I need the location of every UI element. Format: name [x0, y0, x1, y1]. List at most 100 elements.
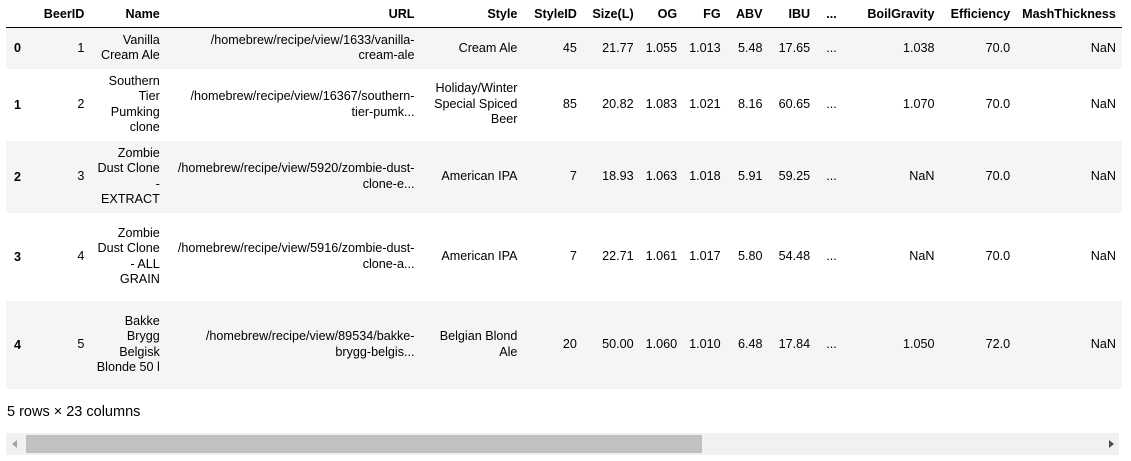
column-header: FG: [683, 0, 727, 28]
cell-styleid: 7: [569, 168, 577, 183]
cell-size: 18.93: [602, 168, 634, 183]
column-header: MashThickness: [1016, 0, 1122, 28]
cell-url: /homebrew/recipe/view/89534/bakke-brygg-…: [205, 329, 415, 359]
table-body: 0 1 Vanilla Cream Ale /homebrew/recipe/v…: [6, 27, 1122, 389]
table-header: BeerID Name URL Style StyleID Size(L) OG…: [6, 0, 1122, 28]
cell-abv: 8.16: [738, 96, 763, 111]
cell-url: /homebrew/recipe/view/5920/zombie-dust-c…: [177, 161, 415, 191]
cell-efficiency: 70.0: [985, 248, 1011, 263]
horizontal-scrollbar[interactable]: [6, 433, 1119, 455]
column-header: ABV: [726, 0, 769, 28]
cell-beerid: 3: [77, 168, 85, 183]
cell-efficiency: 70.0: [985, 168, 1011, 183]
cell-boilgravity: 1.050: [902, 336, 935, 351]
column-header: Name: [90, 0, 166, 28]
dataframe-table: BeerID Name URL Style StyleID Size(L) OG…: [6, 0, 1122, 389]
cell-abv: 5.48: [738, 40, 763, 55]
scrollbar-thumb[interactable]: [26, 435, 702, 453]
cell-efficiency: 70.0: [985, 96, 1011, 111]
table-row: 1 2 Southern Tier Pumking clone /homebre…: [6, 68, 1122, 141]
cell-ellipsis: ...: [826, 168, 837, 183]
cell-style: Cream Ale: [458, 40, 518, 55]
cell-name: Zombie Dust Clone - ALL GRAIN: [97, 225, 160, 287]
header-row: BeerID Name URL Style StyleID Size(L) OG…: [6, 0, 1122, 28]
table-row: 3 4 Zombie Dust Clone - ALL GRAIN /homeb…: [6, 212, 1122, 301]
column-header-ellipsis: ...: [816, 0, 843, 28]
cell-ellipsis: ...: [826, 40, 837, 55]
row-index: 0: [14, 41, 22, 56]
scroll-left-button[interactable]: [6, 433, 22, 455]
cell-mashthickness: NaN: [1090, 96, 1116, 111]
column-header: Style: [420, 0, 524, 28]
cell-size: 22.71: [602, 248, 634, 263]
table-row: 0 1 Vanilla Cream Ale /homebrew/recipe/v…: [6, 27, 1122, 69]
cell-fg: 1.018: [689, 168, 721, 183]
cell-fg: 1.017: [689, 248, 721, 263]
column-header: BoilGravity: [842, 0, 941, 28]
cell-styleid: 20: [562, 336, 577, 351]
cell-ibu: 17.84: [778, 336, 811, 351]
cell-efficiency: 72.0: [985, 336, 1011, 351]
column-header: OG: [639, 0, 684, 28]
cell-style: American IPA: [441, 168, 518, 183]
cell-ibu: 59.25: [778, 168, 811, 183]
column-header-index: [6, 0, 28, 28]
cell-size: 21.77: [602, 40, 634, 55]
cell-url: /homebrew/recipe/view/5916/zombie-dust-c…: [177, 241, 415, 271]
cell-og: 1.061: [645, 248, 678, 263]
cell-ellipsis: ...: [826, 336, 837, 351]
cell-name: Southern Tier Pumking clone: [108, 73, 160, 135]
cell-name: Bakke Brygg Belgisk Blonde 50 l: [96, 313, 160, 375]
row-index: 4: [14, 337, 22, 352]
column-header: StyleID: [523, 0, 583, 28]
cell-og: 1.063: [645, 168, 678, 183]
cell-ellipsis: ...: [826, 96, 837, 111]
cell-mashthickness: NaN: [1090, 248, 1116, 263]
column-header: URL: [165, 0, 421, 28]
cell-og: 1.083: [645, 96, 678, 111]
cell-beerid: 1: [77, 40, 85, 55]
cell-name: Vanilla Cream Ale: [101, 32, 160, 63]
cell-fg: 1.010: [689, 336, 721, 351]
cell-mashthickness: NaN: [1090, 40, 1116, 55]
cell-style: American IPA: [441, 248, 518, 263]
cell-styleid: 7: [569, 248, 577, 263]
cell-abv: 5.80: [738, 248, 763, 263]
dataframe-viewport: BeerID Name URL Style StyleID Size(L) OG…: [6, 0, 1122, 392]
table-row: 4 5 Bakke Brygg Belgisk Blonde 50 l /hom…: [6, 300, 1122, 389]
cell-url: /homebrew/recipe/view/16367/southern-tie…: [190, 89, 415, 119]
cell-og: 1.055: [645, 40, 678, 55]
column-header: Size(L): [582, 0, 640, 28]
cell-styleid: 85: [562, 96, 577, 111]
cell-name: Zombie Dust Clone - EXTRACT: [97, 145, 160, 207]
cell-boilgravity: 1.070: [902, 96, 935, 111]
cell-ibu: 54.48: [778, 248, 811, 263]
row-index: 1: [14, 97, 22, 112]
cell-url: /homebrew/recipe/view/1633/vanilla-cream…: [210, 32, 415, 63]
cell-beerid: 2: [77, 96, 85, 111]
cell-styleid: 45: [562, 40, 577, 55]
table-row: 2 3 Zombie Dust Clone - EXTRACT /homebre…: [6, 140, 1122, 213]
cell-ibu: 17.65: [778, 40, 811, 55]
column-header: Efficiency: [940, 0, 1017, 28]
cell-ellipsis: ...: [826, 248, 837, 263]
cell-og: 1.060: [645, 336, 678, 351]
cell-beerid: 5: [77, 336, 85, 351]
scroll-right-button[interactable]: [1103, 433, 1119, 455]
column-header: BeerID: [27, 0, 91, 28]
column-header: IBU: [768, 0, 817, 28]
cell-size: 50.00: [602, 336, 634, 351]
cell-abv: 6.48: [738, 336, 763, 351]
row-index: 2: [14, 169, 22, 184]
cell-ibu: 60.65: [778, 96, 811, 111]
dataframe-shape-text: 5 rows × 23 columns: [7, 404, 141, 420]
cell-beerid: 4: [77, 248, 85, 263]
cell-mashthickness: NaN: [1090, 168, 1116, 183]
cell-fg: 1.021: [689, 96, 721, 111]
cell-abv: 5.91: [738, 168, 763, 183]
cell-style: Belgian Blond Ale: [439, 329, 518, 359]
cell-fg: 1.013: [689, 40, 721, 55]
row-index: 3: [14, 249, 22, 264]
triangle-left-icon: [11, 440, 17, 448]
